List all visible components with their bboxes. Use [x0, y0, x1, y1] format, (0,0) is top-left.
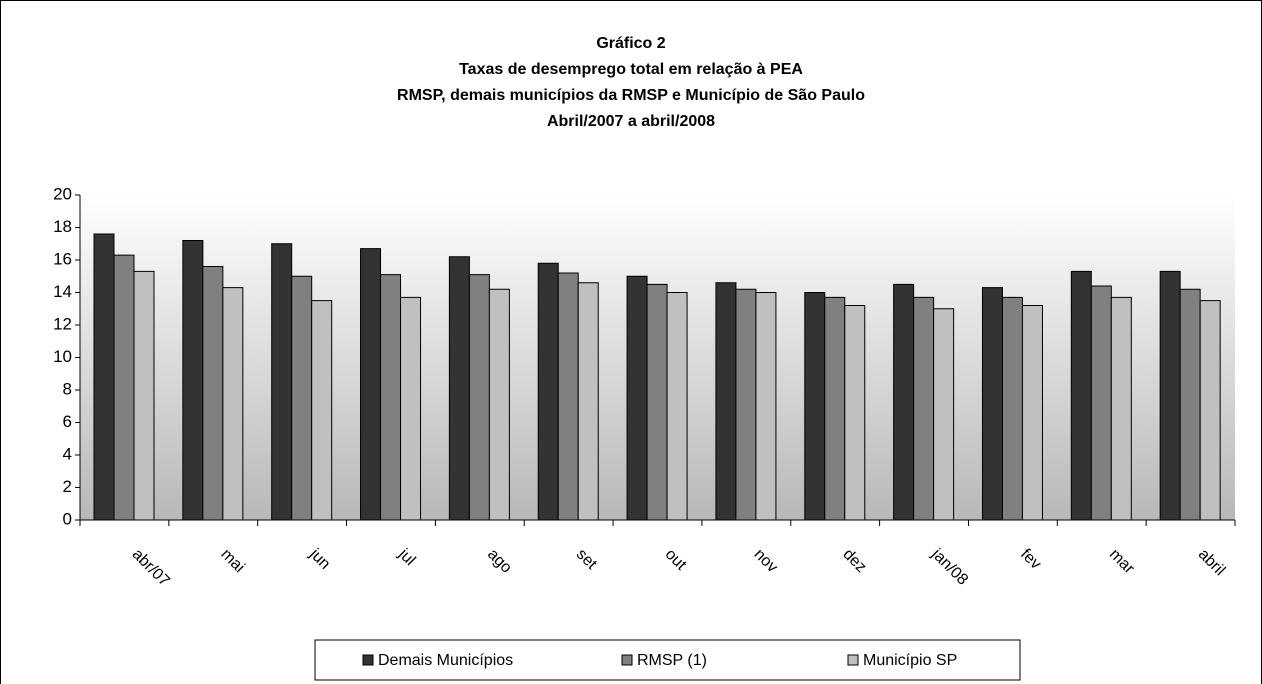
bar: [804, 292, 826, 521]
bar: [311, 300, 333, 521]
bar: [1179, 288, 1201, 521]
y-tick-label: 12: [53, 314, 72, 333]
legend-swatch: [362, 654, 374, 666]
bar: [202, 266, 224, 521]
chart-subtitle: Abril/2007 a abril/2008: [547, 113, 715, 130]
bar: [93, 233, 115, 521]
chart-subtitle: RMSP, demais municípios da RMSP e Municí…: [397, 87, 865, 104]
legend-label: RMSP (1): [637, 652, 707, 669]
bar: [715, 282, 737, 521]
titles: Gráfico 2 Taxas de desemprego total em r…: [397, 35, 865, 130]
bar: [1110, 296, 1132, 521]
bar: [933, 308, 955, 521]
y-tick-label: 20: [53, 184, 72, 203]
bar: [577, 282, 599, 521]
bar: [666, 292, 688, 521]
bar: [400, 296, 422, 521]
bar: [893, 283, 915, 521]
bar: [448, 256, 470, 521]
legend-label: Município SP: [863, 652, 957, 669]
bar: [755, 292, 777, 521]
bar: [1021, 305, 1043, 521]
bar: [113, 254, 135, 521]
y-tick-label: 6: [63, 412, 72, 431]
chart-subtitle: Taxas de desemprego total em relação à P…: [459, 61, 803, 78]
bar: [182, 240, 204, 521]
bar: [360, 248, 382, 521]
y-tick-label: 0: [63, 509, 72, 528]
legend-label: Demais Municípios: [378, 652, 513, 669]
bar: [626, 275, 648, 521]
y-tick-label: 10: [53, 347, 72, 366]
chart-title: Gráfico 2: [596, 35, 665, 52]
y-tick-label: 4: [63, 444, 72, 463]
bar: [1159, 270, 1181, 521]
bar: [844, 305, 866, 521]
legend-swatch: [847, 654, 859, 666]
bar: [557, 272, 579, 521]
bar: [981, 287, 1003, 521]
bar: [537, 262, 559, 521]
bar: [913, 296, 935, 521]
bar: [1070, 270, 1092, 521]
y-tick-label: 18: [53, 217, 72, 236]
bar: [1001, 296, 1023, 521]
legend-box: [314, 639, 1021, 681]
bar: [646, 283, 668, 521]
y-tick-label: 2: [63, 477, 72, 496]
legend-swatch: [621, 654, 633, 666]
bar: [380, 274, 402, 521]
bar: [271, 243, 293, 521]
y-tick-label: 8: [63, 379, 72, 398]
bar: [824, 296, 846, 521]
bar: [1090, 285, 1112, 521]
bar: [488, 288, 510, 521]
bar: [222, 287, 244, 521]
bar: [133, 270, 155, 521]
y-tick-label: 14: [53, 282, 72, 301]
y-tick-label: 16: [53, 249, 72, 268]
bar: [468, 274, 490, 521]
bar: [735, 288, 757, 521]
bar: [1199, 300, 1221, 521]
bar: [291, 275, 313, 521]
